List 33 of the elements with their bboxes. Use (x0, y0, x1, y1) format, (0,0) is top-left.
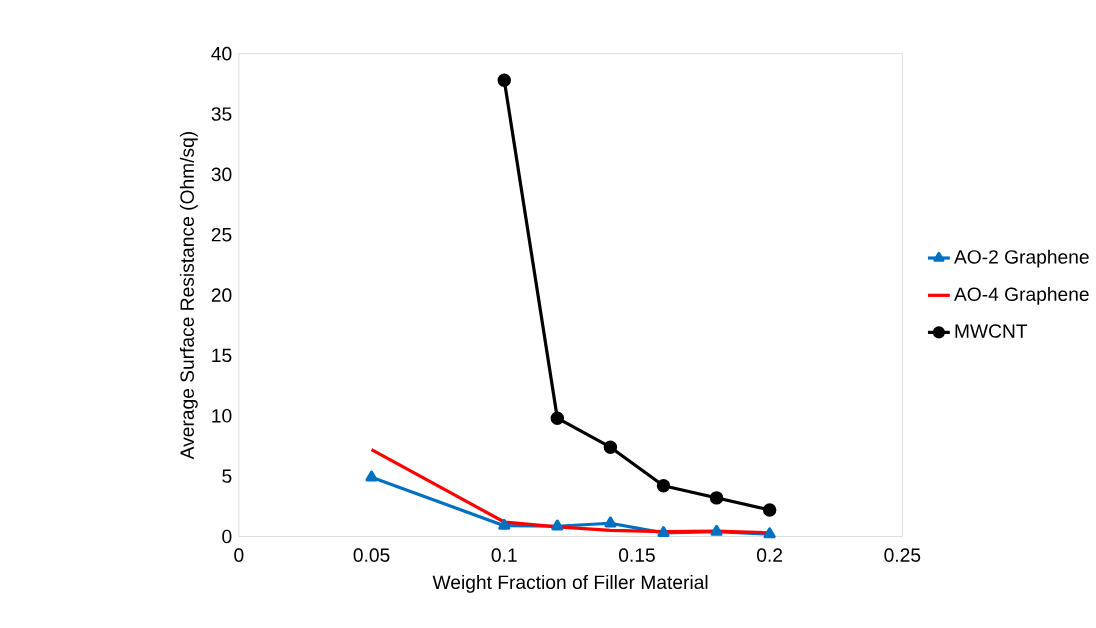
y-tick-label: 40 (211, 46, 232, 61)
point (497, 73, 511, 87)
x-tick-label: 0 (234, 548, 244, 562)
x-tick-label: 0.05 (353, 548, 390, 562)
y-tick-label: 10 (212, 408, 232, 423)
point (656, 478, 671, 493)
point (657, 526, 670, 537)
point (550, 411, 565, 425)
legend-label: AO-4 Graphene (954, 286, 1089, 305)
x-tick-label: 0.1 (491, 548, 517, 562)
y-tick-label: 25 (211, 227, 232, 242)
y-tick-label: 35 (211, 107, 232, 121)
point (710, 524, 723, 536)
x-tick-label: 0.2 (757, 548, 783, 562)
y-tick-label: 0 (222, 529, 232, 544)
x-tick-label: 0.15 (619, 548, 655, 562)
y-tick-label: 15 (212, 348, 232, 362)
point (709, 491, 724, 505)
point (763, 527, 776, 539)
y-tick-label: 5 (222, 469, 232, 483)
y-tick-label: 30 (211, 167, 232, 182)
point (551, 519, 564, 531)
point (365, 470, 378, 482)
y-tick-label: 20 (211, 288, 232, 302)
point (603, 440, 618, 454)
point (498, 518, 511, 530)
y-axis-title: Average Surface Resistance (Ohm/sq) (179, 131, 198, 460)
legend-label: MWCNT (955, 324, 1028, 338)
legend-label: AO-2 Graphene (954, 249, 1089, 268)
x-axis-title: Weight Fraction of Filler Material (432, 574, 708, 593)
point (762, 503, 777, 517)
point (604, 516, 617, 528)
x-tick-label: 0.25 (884, 548, 921, 562)
